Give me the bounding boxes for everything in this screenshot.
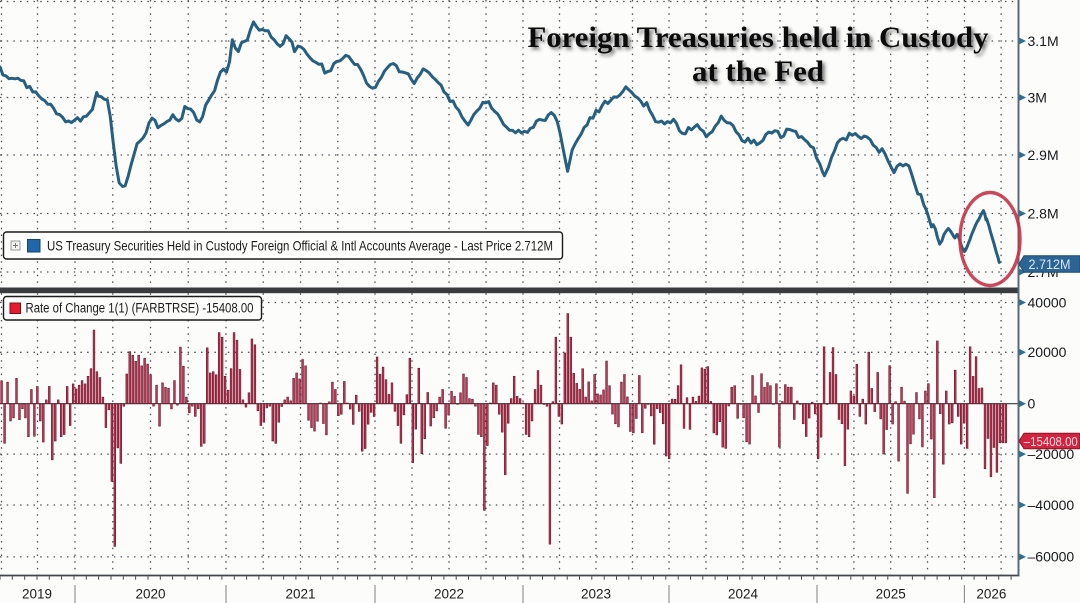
svg-text:3.1M: 3.1M	[1028, 33, 1059, 49]
svg-text:2.712M: 2.712M	[1029, 257, 1071, 272]
svg-text:–20000: –20000	[1028, 446, 1075, 462]
svg-text:–40000: –40000	[1028, 497, 1075, 513]
svg-text:Rate of Change 1(1) (FARBTRSE): Rate of Change 1(1) (FARBTRSE) -15408.00	[26, 301, 254, 316]
svg-text:3M: 3M	[1028, 89, 1047, 105]
svg-text:2025: 2025	[876, 587, 906, 602]
svg-text:2021: 2021	[285, 587, 315, 602]
svg-text:2020: 2020	[135, 587, 165, 602]
svg-text:2019: 2019	[22, 587, 52, 602]
svg-text:–15408.00: –15408.00	[1024, 435, 1078, 449]
svg-text:2026: 2026	[976, 587, 1006, 602]
svg-text:Foreign Treasuries held in Cus: Foreign Treasuries held in Custody	[528, 21, 989, 54]
svg-text:40000: 40000	[1028, 294, 1067, 310]
svg-text:2.8M: 2.8M	[1028, 205, 1059, 221]
svg-text:–60000: –60000	[1028, 549, 1075, 565]
svg-text:2024: 2024	[728, 587, 759, 602]
svg-text:2022: 2022	[434, 587, 464, 602]
svg-text:20000: 20000	[1028, 344, 1067, 360]
svg-text:US Treasury Securities Held in: US Treasury Securities Held in Custody F…	[47, 239, 553, 254]
svg-text:2023: 2023	[581, 587, 611, 602]
svg-text:0: 0	[1028, 396, 1036, 412]
svg-text:2.9M: 2.9M	[1028, 147, 1059, 163]
svg-text:at the Fed: at the Fed	[692, 55, 824, 88]
